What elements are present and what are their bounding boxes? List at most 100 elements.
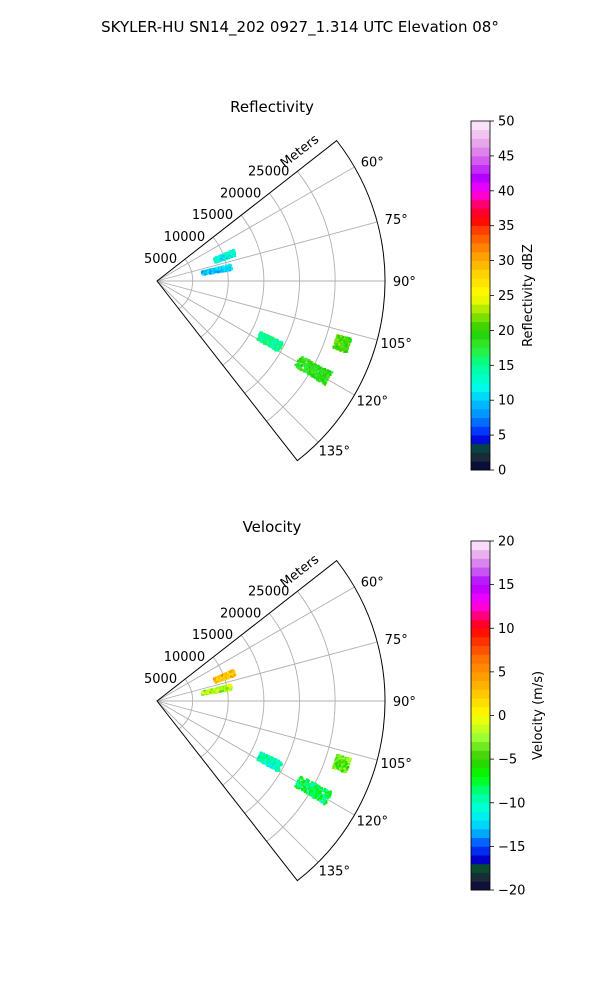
echo-gate (301, 780, 304, 784)
echo-gate (306, 367, 309, 371)
echo-gate (341, 342, 345, 345)
echo-gate (229, 250, 233, 253)
echo-gate (276, 345, 280, 348)
echo-gate (264, 334, 268, 337)
echo-gate (319, 788, 323, 792)
echo-gate (278, 761, 281, 764)
echo-gate (226, 676, 229, 679)
echo-gate (304, 366, 307, 370)
echo-gate (349, 758, 352, 761)
echo-gate (301, 356, 304, 359)
panel-title: Reflectivity (230, 98, 314, 116)
echo-gate (310, 785, 313, 788)
echo-gate (268, 762, 271, 766)
echo-gate (227, 684, 230, 688)
echo-gate (299, 366, 303, 369)
echo-gate (303, 362, 306, 366)
colorbar-segment (471, 408, 490, 419)
echo-gate (345, 758, 348, 762)
colorbar-segment (471, 645, 490, 655)
colorbar-segment (471, 269, 490, 279)
angular-tick-label: 75° (385, 213, 408, 228)
echo-gate (303, 369, 306, 372)
angular-gridline (156, 221, 378, 282)
echo-gate (298, 777, 301, 780)
echo-gate (220, 267, 223, 270)
echo-gate (329, 373, 332, 377)
echo-gate (306, 371, 309, 374)
echo-gate (344, 764, 347, 768)
echo-gate (347, 343, 350, 347)
echo-gate (212, 691, 216, 694)
echo-gate (274, 763, 277, 767)
echo-gate (222, 686, 226, 689)
echo-gate (318, 366, 322, 369)
radial-tick-label: 25000 (248, 584, 289, 599)
echo-gate (224, 685, 227, 688)
echo-gate (220, 257, 223, 260)
echo-gate (298, 784, 302, 787)
echo-gate (344, 346, 347, 349)
echo-gate (302, 783, 305, 786)
colorbar-segment (471, 452, 490, 462)
echo-gate (338, 756, 341, 759)
echo-gate (313, 786, 316, 790)
colorbar-tick-label: −10 (498, 796, 525, 811)
echo-gate (257, 338, 260, 341)
echo-gate (218, 686, 222, 690)
echo-gate (268, 755, 271, 759)
colorbar-segment (471, 173, 490, 183)
colorbar-segment (471, 855, 490, 865)
echo-gate (338, 345, 341, 348)
echo-gate (226, 671, 229, 675)
echo-gate (338, 343, 341, 347)
echo-gate (319, 799, 322, 803)
echo-gate (267, 342, 271, 345)
echo-gate (266, 754, 269, 758)
echo-gate (271, 344, 274, 347)
echo-gate (310, 787, 313, 790)
echo-gate (209, 271, 212, 274)
echo-gate (319, 370, 323, 374)
colorbar-segment (471, 732, 490, 743)
echo-gate (280, 341, 284, 344)
echo-gate (310, 361, 313, 364)
echo-gate (203, 691, 206, 695)
echo-gate (300, 364, 303, 367)
angular-tick-label: 105° (381, 337, 412, 352)
echo-gate (256, 757, 260, 760)
echo-gate (309, 361, 312, 364)
echo-gate (204, 272, 207, 275)
echo-gate (319, 379, 322, 383)
echo-gate (277, 765, 280, 769)
echo-gate (224, 269, 227, 273)
echo-gate (313, 363, 316, 366)
echo-gate (216, 270, 220, 274)
angular-gridline (156, 641, 378, 702)
echo-gate (215, 267, 218, 270)
echo-gate (325, 793, 328, 796)
echo-gate (262, 756, 265, 760)
echo-gate (323, 376, 326, 379)
echo-gate (341, 336, 344, 339)
echo-gate (324, 373, 328, 377)
colorbar-segment (471, 400, 490, 410)
echo-gate (209, 268, 212, 272)
echo-gate (222, 258, 225, 261)
echo-gate (342, 346, 345, 349)
radial-gridline (222, 634, 265, 786)
echo-gate (336, 347, 340, 350)
echo-gate (270, 759, 273, 763)
echo-gate (256, 758, 259, 762)
echo-gate (207, 271, 211, 274)
colorbar-segment (471, 654, 490, 664)
echo-gate (300, 780, 303, 784)
angular-tick-label: 90° (393, 275, 416, 290)
echo-gate (269, 756, 273, 760)
echo-gate (319, 792, 323, 795)
echo-gate (203, 270, 206, 273)
echo-gate (318, 794, 322, 797)
echo-gate (225, 264, 228, 268)
echo-gate (335, 761, 338, 764)
echo-gate (336, 765, 339, 768)
